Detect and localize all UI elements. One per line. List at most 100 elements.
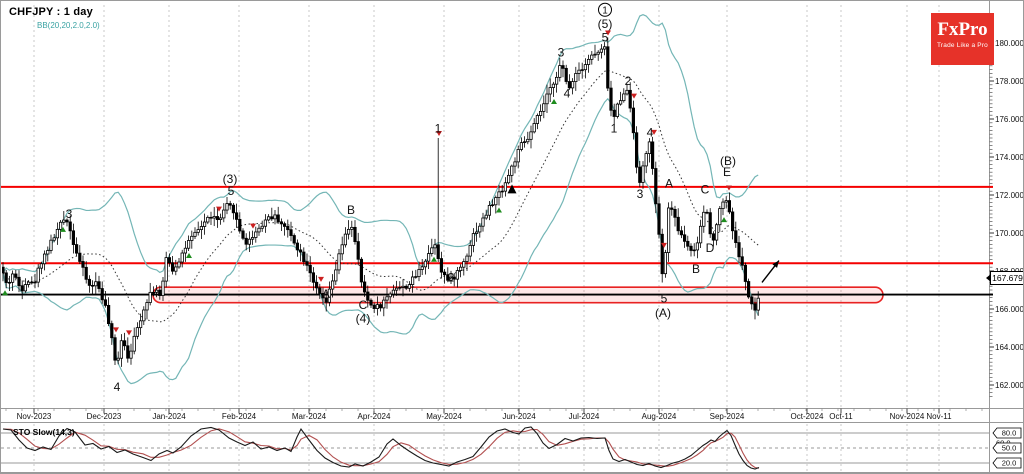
wave-label: 4	[114, 380, 121, 394]
time-axis-label: May-2024	[426, 412, 462, 421]
trade-marker-layer	[2, 30, 732, 336]
circled-wave-number	[598, 2, 612, 17]
sell-arrow-icon	[113, 327, 119, 333]
stochastic-panel	[1, 432, 989, 464]
time-axis-label: Oct-11	[829, 412, 853, 421]
wave-label: A	[665, 177, 673, 191]
wave-label: (A)	[655, 306, 671, 320]
price-axis-label: 172.000	[995, 191, 1024, 200]
time-axis-label: Jul-2024	[569, 412, 600, 421]
time-axis-label: Sep-2024	[710, 412, 745, 421]
wave-label: B	[692, 262, 700, 276]
time-axis: Nov-2023 Dec-2023 Jan-2024 Feb-2024 Mar-2024…	[5, 408, 983, 421]
wave-label: 4	[647, 125, 654, 139]
logo-tagline: Trade Like a Pro	[936, 42, 988, 49]
time-axis-label: Apr-2024	[358, 412, 391, 421]
time-axis-label: Jan-2024	[152, 412, 186, 421]
wave-label: 3	[637, 187, 644, 201]
current-price-callout: 167.679	[986, 271, 1023, 285]
wave-label: 2	[625, 74, 632, 88]
buy-arrow-icon	[2, 290, 8, 296]
wave-label: A	[322, 287, 330, 301]
gridline-layer	[33, 5, 940, 472]
buy-arrow-icon	[431, 256, 437, 262]
stochastic-k-line	[2, 426, 760, 470]
stochastic-d-line	[2, 428, 760, 469]
buy-arrow-icon	[496, 207, 502, 213]
stochastic-level-callout	[992, 442, 1022, 454]
price-axis-label: 162.000	[995, 381, 1024, 390]
wave-label: 3	[66, 207, 73, 221]
time-axis-label: Nov-11	[926, 412, 952, 421]
sell-arrow-icon	[726, 185, 732, 191]
sell-arrow-icon	[126, 330, 132, 336]
wave-label: 1	[435, 122, 442, 136]
buy-arrow-icon	[721, 217, 727, 223]
current-price-value: 167.679	[992, 273, 1023, 283]
wave-label: C	[359, 298, 368, 312]
wave-label: E	[723, 165, 731, 179]
price-axis-label: 178.000	[995, 77, 1024, 86]
wave-label: 1	[611, 122, 618, 136]
arrow-head-icon	[772, 260, 779, 268]
sell-arrow-icon	[250, 223, 256, 229]
wave-label: (3)	[223, 172, 238, 186]
time-axis-label: Dec-2023	[87, 412, 122, 421]
wave-label: 5	[602, 30, 609, 44]
price-axis-label: 176.000	[995, 115, 1024, 124]
sell-arrow-icon	[651, 129, 657, 135]
price-axis-label: 180.000	[995, 39, 1024, 48]
candlestick-layer	[2, 37, 760, 367]
buy-arrow-icon	[186, 252, 192, 258]
sell-arrow-icon	[318, 276, 324, 282]
wave-label: 4	[564, 86, 571, 100]
wave-label: (4)	[356, 312, 371, 326]
svg-text:80.0: 80.0	[1002, 429, 1017, 438]
stochastic-axis: 60.080.050.020.0	[992, 427, 1022, 469]
time-axis-label: Nov-2023	[17, 412, 52, 421]
buy-arrow-icon	[60, 226, 66, 232]
price-axis-label: 166.000	[995, 305, 1024, 314]
svg-text:1: 1	[602, 5, 608, 16]
svg-text:50.0: 50.0	[1002, 444, 1017, 453]
stochastic-label: STO Slow(14,3)	[13, 427, 75, 437]
time-axis-label: Mar-2024	[292, 412, 327, 421]
time-axis-label: Nov-2024	[890, 412, 925, 421]
buy-arrow-icon	[551, 98, 557, 104]
wave-label: 2	[448, 271, 455, 285]
stochastic-curves	[2, 426, 760, 470]
time-axis-label: Aug-2024	[642, 412, 677, 421]
wave-label: 5	[661, 292, 668, 306]
price-axis-label: 170.000	[995, 229, 1024, 238]
fxpro-logo: FxPro Trade Like a Pro	[931, 13, 994, 65]
price-axis-label: 164.000	[995, 343, 1024, 352]
price-axis: 180.000 178.000 176.000 174.000 172.000 170.0…	[989, 19, 1024, 397]
wave-label: 3	[558, 46, 565, 60]
wave-label: 5	[228, 184, 235, 198]
wave-label: D	[706, 241, 715, 255]
buy-strong-arrow-icon	[507, 184, 517, 194]
wave-label: (B)	[720, 154, 736, 168]
sell-arrow-icon	[216, 206, 222, 212]
stochastic-level-callout	[992, 427, 1022, 439]
sell-arrow-icon	[436, 131, 442, 136]
sell-arrow-icon	[605, 30, 611, 36]
sell-arrow-icon	[631, 93, 637, 99]
sell-arrow-icon	[661, 242, 667, 248]
time-axis-label: Jun-2024	[502, 412, 536, 421]
bollinger-middle-band	[2, 70, 759, 323]
wave-label: (5)	[598, 17, 613, 31]
bollinger-upper-band	[2, 14, 759, 274]
time-axis-label: Feb-2024	[222, 412, 257, 421]
logo-brand-text: FxPro	[937, 19, 988, 40]
projection-arrow	[761, 260, 780, 283]
wave-label: C	[701, 182, 710, 196]
wave-label: B	[347, 203, 355, 217]
stochastic-level-callout	[992, 457, 1022, 469]
time-axis-label: Oct-2024	[791, 412, 824, 421]
svg-text:20.0: 20.0	[1002, 459, 1017, 468]
